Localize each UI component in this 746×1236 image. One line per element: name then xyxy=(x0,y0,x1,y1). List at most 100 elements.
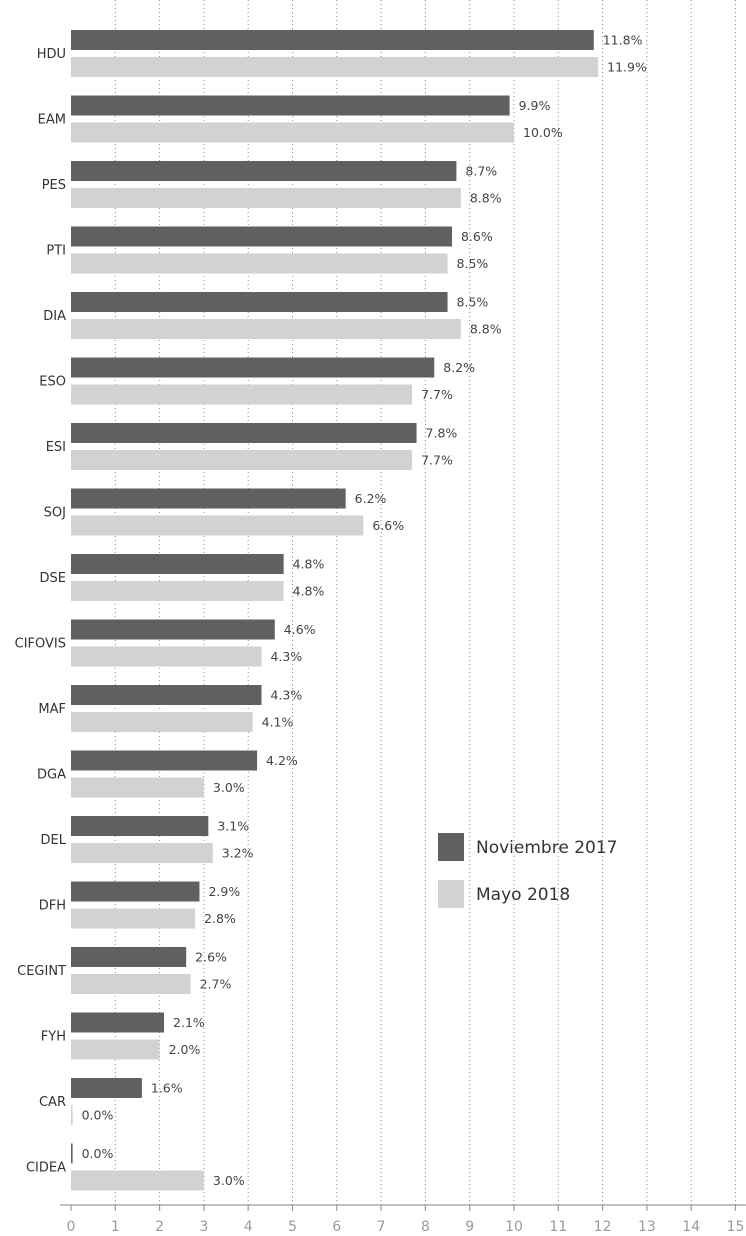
data-label: 8.6% xyxy=(461,229,493,244)
bar-mayo-2018 xyxy=(71,1105,73,1125)
category-label: PES xyxy=(42,178,66,193)
data-label: 8.2% xyxy=(443,360,475,375)
data-label: 0.0% xyxy=(82,1146,114,1161)
data-label: 8.5% xyxy=(457,256,489,271)
x-tick-label: 3 xyxy=(199,1219,208,1235)
bar-noviembre-2017 xyxy=(71,423,417,443)
x-tick-label: 7 xyxy=(377,1219,386,1235)
category-label: CEGINT xyxy=(17,964,66,979)
data-label: 11.8% xyxy=(603,33,643,48)
bar-mayo-2018 xyxy=(71,908,196,929)
data-label: 8.8% xyxy=(470,191,502,206)
data-label: 4.1% xyxy=(262,715,294,730)
bar-mayo-2018 xyxy=(71,1039,160,1060)
legend-label: Mayo 2018 xyxy=(476,885,570,905)
data-label: 2.7% xyxy=(200,977,232,992)
data-label: 2.1% xyxy=(173,1015,205,1030)
category-label: PTI xyxy=(46,244,66,259)
data-label: 2.8% xyxy=(204,911,236,926)
category-label: ESO xyxy=(39,375,66,390)
category-label: DSE xyxy=(40,571,66,586)
x-tick-label: 11 xyxy=(549,1219,567,1235)
data-label: 4.3% xyxy=(270,649,302,664)
category-label: DIA xyxy=(43,309,66,324)
x-tick-label: 15 xyxy=(727,1219,745,1235)
bar-mayo-2018 xyxy=(71,974,191,994)
x-tick-label: 9 xyxy=(465,1219,474,1235)
bar-noviembre-2017 xyxy=(71,1143,73,1164)
bar-noviembre-2017 xyxy=(71,1078,142,1098)
x-tick-label: 4 xyxy=(244,1219,253,1235)
bar-noviembre-2017 xyxy=(71,881,200,902)
data-label: 8.5% xyxy=(457,295,489,310)
bar-mayo-2018 xyxy=(71,777,204,798)
data-label: 4.8% xyxy=(293,584,325,599)
category-label: DFH xyxy=(39,899,66,914)
bar-noviembre-2017 xyxy=(71,947,187,967)
x-tick-label: 5 xyxy=(288,1219,297,1235)
data-label: 4.8% xyxy=(293,557,325,572)
bar-noviembre-2017 xyxy=(71,226,452,247)
data-label: 2.6% xyxy=(195,950,227,965)
bar-noviembre-2017 xyxy=(71,292,448,312)
x-tick-label: 2 xyxy=(155,1219,164,1235)
x-tick-label: 1 xyxy=(111,1219,120,1235)
data-label: 4.6% xyxy=(284,622,316,637)
data-label: 6.2% xyxy=(355,491,387,506)
legend-label: Noviembre 2017 xyxy=(476,838,617,858)
bar-mayo-2018 xyxy=(71,581,284,601)
data-label: 3.0% xyxy=(213,780,245,795)
bar-noviembre-2017 xyxy=(71,357,435,378)
data-label: 4.3% xyxy=(270,688,302,703)
bar-mayo-2018 xyxy=(71,253,448,274)
bar-mayo-2018 xyxy=(71,843,213,863)
bar-noviembre-2017 xyxy=(71,1012,165,1033)
bar-noviembre-2017 xyxy=(71,30,594,50)
x-axis: 0 1 2 3 4 5 6 7 8 9 10 11 12 13 14 15 xyxy=(60,1204,746,1235)
data-label: 6.6% xyxy=(372,518,404,533)
x-tick-label: 13 xyxy=(638,1219,656,1235)
data-label: 9.9% xyxy=(519,98,551,113)
bar-mayo-2018 xyxy=(71,450,413,470)
legend-swatch xyxy=(438,833,464,861)
legend: Noviembre 2017 Mayo 2018 xyxy=(438,833,617,908)
data-label: 3.0% xyxy=(213,1173,245,1188)
bar-mayo-2018 xyxy=(71,122,514,143)
x-tick-label: 10 xyxy=(505,1219,523,1235)
category-label: HDU xyxy=(37,47,66,62)
x-tick-label: 0 xyxy=(67,1219,76,1235)
bar-mayo-2018 xyxy=(71,319,461,339)
bar-mayo-2018 xyxy=(71,1170,204,1191)
category-label: CIFOVIS xyxy=(15,637,66,652)
x-tick-label: 8 xyxy=(421,1219,430,1235)
data-label: 8.7% xyxy=(465,164,497,179)
bar-noviembre-2017 xyxy=(71,750,258,771)
data-label: 3.2% xyxy=(222,846,254,861)
data-label: 2.0% xyxy=(169,1042,201,1057)
data-label: 1.6% xyxy=(151,1081,183,1096)
bar-noviembre-2017 xyxy=(71,488,346,509)
data-label: 2.9% xyxy=(208,884,240,899)
category-label: SOJ xyxy=(44,506,66,521)
data-label: 7.7% xyxy=(421,453,453,468)
category-label: CAR xyxy=(39,1095,66,1110)
data-label: 8.8% xyxy=(470,322,502,337)
data-label: 11.9% xyxy=(607,60,647,75)
bar-noviembre-2017 xyxy=(71,685,262,705)
bar-noviembre-2017 xyxy=(71,161,457,181)
bar-noviembre-2017 xyxy=(71,619,275,640)
category-label: DEL xyxy=(41,833,67,848)
data-label: 10.0% xyxy=(523,125,563,140)
category-label: DGA xyxy=(37,768,66,783)
bar-noviembre-2017 xyxy=(71,554,284,574)
category-label: FYH xyxy=(41,1030,66,1045)
category-label: EAM xyxy=(38,113,66,128)
data-label: 3.1% xyxy=(217,819,249,834)
bar-noviembre-2017 xyxy=(71,95,510,116)
bar-mayo-2018 xyxy=(71,57,599,77)
bar-mayo-2018 xyxy=(71,646,262,667)
bars xyxy=(71,30,599,1191)
bar-mayo-2018 xyxy=(71,712,253,732)
x-tick-label: 6 xyxy=(332,1219,341,1235)
